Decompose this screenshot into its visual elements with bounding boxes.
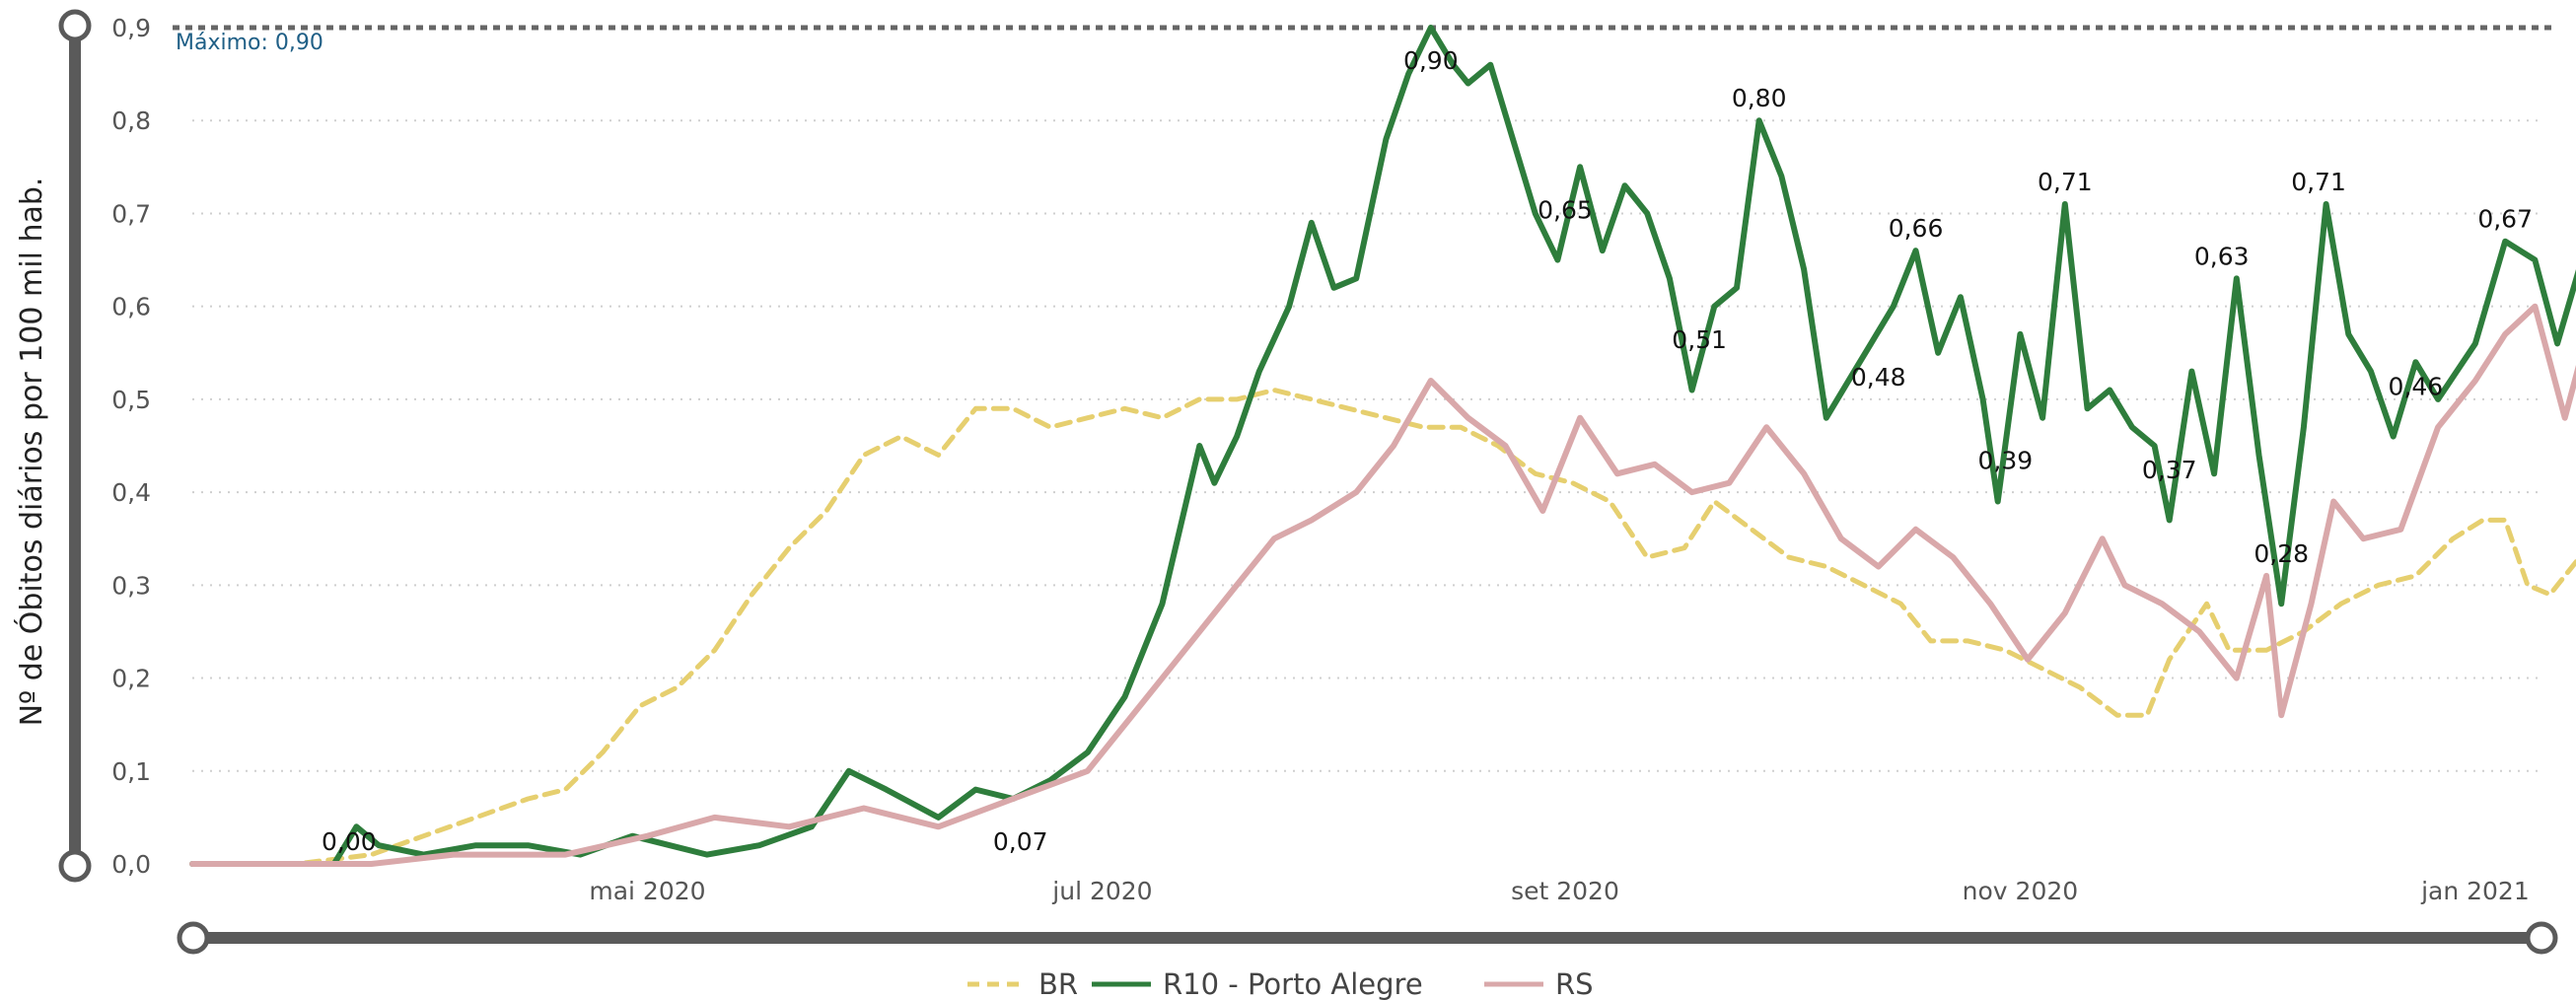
y-zoom-slider[interactable] [58, 9, 92, 883]
y-axis-ticks: 0,0 0,1 0,2 0,3 0,4 0,5 0,6 0,7 0,8 0,9 [111, 14, 151, 879]
x-slider-handle-left[interactable] [177, 921, 210, 955]
y-tick-label: 0,3 [111, 571, 151, 600]
legend: BR R10 - Porto Alegre RS [967, 967, 1594, 1000]
x-axis-ticks: mai 2020 jul 2020 set 2020 nov 2020 jan 2021 [589, 877, 2529, 905]
x-tick-label: nov 2020 [1963, 877, 2079, 905]
series-line [189, 303, 2576, 867]
legend-label: R10 - Porto Alegre [1163, 967, 1423, 1000]
x-slider-handle-right[interactable] [2525, 921, 2558, 955]
y-slider-handle-bottom[interactable] [58, 849, 92, 883]
y-tick-label: 0,5 [111, 386, 151, 414]
x-tick-label: set 2020 [1511, 877, 1619, 905]
series-line [189, 388, 2576, 867]
data-label: 0,00 [322, 827, 377, 856]
data-label: 0,51 [1672, 325, 1727, 354]
max-reference: Máximo: 0,90 [173, 25, 2554, 55]
series-line [189, 25, 2576, 867]
y-tick-label: 0,6 [111, 293, 151, 321]
x-tick-label: jul 2020 [1051, 877, 1152, 905]
data-label: 0,66 [1889, 214, 1944, 243]
data-label: 0,28 [2254, 539, 2309, 568]
y-tick-label: 0,7 [111, 199, 151, 228]
y-axis-label: Nº de Óbitos diários por 100 mil hab. [13, 178, 49, 727]
y-tick-label: 0,0 [111, 850, 151, 879]
legend-label: RS [1555, 967, 1594, 1000]
y-tick-label: 0,1 [111, 757, 151, 786]
legend-label: BR [1038, 967, 1078, 1000]
y-slider-handle-top[interactable] [58, 9, 92, 42]
data-label: 0,71 [2038, 168, 2093, 196]
data-label: 0,90 [1403, 46, 1459, 75]
data-label: 0,46 [2389, 372, 2444, 400]
data-label: 0,37 [2142, 456, 2197, 484]
data-label: 0,63 [2194, 242, 2250, 270]
y-tick-label: 0,2 [111, 665, 151, 693]
max-reference-label: Máximo: 0,90 [176, 31, 323, 55]
x-tick-label: mai 2020 [589, 877, 705, 905]
x-zoom-slider[interactable] [177, 921, 2558, 955]
data-label: 0,80 [1732, 84, 1787, 112]
data-label: 0,48 [1851, 363, 1906, 392]
data-label: 0,67 [2477, 205, 2533, 234]
data-labels: 0,00 0,07 0,90 0,65 0,80 0,51 0,48 0,66 0,71 0,39… [322, 46, 2533, 856]
y-tick-label: 0,4 [111, 478, 151, 507]
data-label: 0,71 [2291, 168, 2346, 196]
y-tick-label: 0,8 [111, 107, 151, 135]
x-tick-label: jan 2021 [2420, 877, 2530, 905]
data-label: 0,07 [993, 827, 1048, 856]
series-lines [189, 25, 2576, 867]
data-label: 0,39 [1977, 447, 2033, 475]
y-tick-label: 0,9 [111, 14, 151, 42]
data-label: 0,65 [1538, 195, 1593, 224]
